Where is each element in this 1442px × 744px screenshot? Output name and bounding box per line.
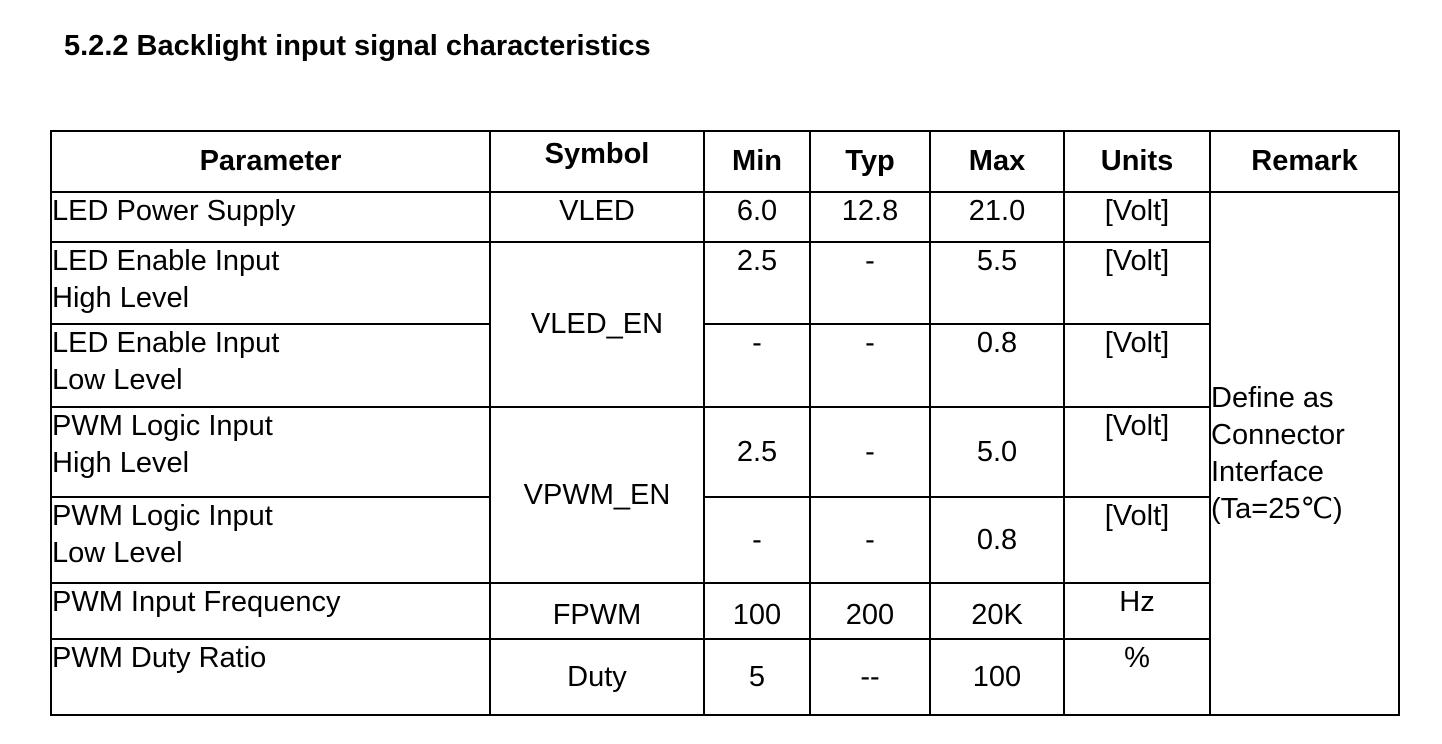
remark-cell: Define as Connector Interface (Ta=25℃) bbox=[1209, 191, 1400, 716]
col-header-units: Units bbox=[1063, 130, 1211, 193]
typ-cell: - bbox=[809, 496, 931, 584]
section-heading: 5.2.2 Backlight input signal characteris… bbox=[64, 30, 651, 62]
remark-line: (Ta=25℃) bbox=[1211, 492, 1343, 525]
units-cell: % bbox=[1063, 638, 1211, 716]
parameter-text: LED Enable Input bbox=[52, 327, 280, 359]
units-cell: [Volt] bbox=[1063, 241, 1211, 325]
symbol-cell: VPWM_EN bbox=[489, 406, 705, 584]
col-header-min: Min bbox=[703, 130, 811, 193]
min-cell: - bbox=[703, 323, 811, 408]
max-cell: 21.0 bbox=[929, 191, 1065, 243]
remark-line: Define as bbox=[1211, 381, 1334, 414]
parameter-cell: LED Enable Input High Level bbox=[50, 241, 491, 325]
parameter-cell: PWM Logic Input High Level bbox=[50, 406, 491, 498]
parameter-cell: LED Enable Input Low Level bbox=[50, 323, 491, 408]
min-cell: 5 bbox=[703, 638, 811, 716]
units-cell: [Volt] bbox=[1063, 323, 1211, 408]
max-cell: 5.5 bbox=[929, 241, 1065, 325]
backlight-signal-table: Parameter Symbol Min Typ Max Units Remar… bbox=[50, 130, 1400, 716]
parameter-text: PWM Logic Input bbox=[52, 410, 273, 442]
max-cell: 100 bbox=[929, 638, 1065, 716]
table-row: PWM Logic Input High Level VPWM_EN 2.5 -… bbox=[50, 406, 1399, 584]
remark-line: Connector bbox=[1211, 418, 1345, 451]
symbol-cell: VLED_EN bbox=[489, 241, 705, 408]
parameter-text: LED Enable Input bbox=[52, 245, 280, 277]
symbol-cell: FPWM bbox=[489, 582, 705, 640]
min-cell: - bbox=[703, 496, 811, 584]
min-cell: 6.0 bbox=[703, 191, 811, 243]
table-row: LED Enable Input High Level VLED_EN 2.5 … bbox=[50, 241, 1399, 408]
parameter-text: Low Level bbox=[52, 537, 183, 569]
table-header-row: Parameter Symbol Min Typ Max Units Remar… bbox=[50, 130, 1400, 193]
min-cell: 2.5 bbox=[703, 406, 811, 498]
parameter-text: PWM Duty Ratio bbox=[52, 642, 267, 674]
parameter-cell: PWM Logic Input Low Level bbox=[50, 496, 491, 584]
typ-cell: -- bbox=[809, 638, 931, 716]
parameter-cell: LED Power Supply bbox=[50, 191, 491, 243]
max-cell: 20K bbox=[929, 582, 1065, 640]
table-row: PWM Logic Input Low Level - - 0.8 [Volt] bbox=[50, 496, 1399, 584]
parameter-text: LED Power Supply bbox=[52, 195, 296, 227]
min-cell: 100 bbox=[703, 582, 811, 640]
parameter-text: PWM Logic Input bbox=[52, 500, 273, 532]
col-header-max: Max bbox=[929, 130, 1065, 193]
symbol-cell: Duty bbox=[489, 638, 705, 716]
typ-cell: 200 bbox=[809, 582, 931, 640]
max-cell: 0.8 bbox=[929, 496, 1065, 584]
typ-cell: - bbox=[809, 241, 931, 325]
table-row: LED Power Supply VLED 6.0 12.8 21.0 [Vol… bbox=[50, 191, 1400, 716]
units-cell: [Volt] bbox=[1063, 496, 1211, 584]
parameter-cell: PWM Input Frequency bbox=[50, 582, 491, 640]
col-header-typ: Typ bbox=[809, 130, 931, 193]
table-row: LED Enable Input Low Level - - 0.8 [Volt… bbox=[50, 323, 1399, 408]
units-cell: [Volt] bbox=[1063, 191, 1211, 243]
parameter-cell: PWM Duty Ratio bbox=[50, 638, 491, 716]
table-row: PWM Input Frequency FPWM 100 200 20K Hz bbox=[50, 582, 1399, 640]
parameter-text: Low Level bbox=[52, 364, 183, 396]
typ-cell: 12.8 bbox=[809, 191, 931, 243]
remark-line: Interface bbox=[1211, 455, 1324, 488]
col-header-symbol: Symbol bbox=[489, 130, 705, 193]
symbol-cell: VLED bbox=[489, 191, 705, 243]
units-cell: Hz bbox=[1063, 582, 1211, 640]
max-cell: 5.0 bbox=[929, 406, 1065, 498]
max-cell: 0.8 bbox=[929, 323, 1065, 408]
col-header-parameter: Parameter bbox=[50, 130, 491, 193]
min-cell: 2.5 bbox=[703, 241, 811, 325]
parameter-text: High Level bbox=[52, 282, 190, 314]
units-cell: [Volt] bbox=[1063, 406, 1211, 498]
parameter-text: PWM Input Frequency bbox=[52, 586, 341, 618]
col-header-remark: Remark bbox=[1209, 130, 1400, 193]
parameter-text: High Level bbox=[52, 447, 190, 479]
typ-cell: - bbox=[809, 323, 931, 408]
table-row: PWM Duty Ratio Duty 5 -- 100 % bbox=[50, 638, 1399, 716]
typ-cell: - bbox=[809, 406, 931, 498]
